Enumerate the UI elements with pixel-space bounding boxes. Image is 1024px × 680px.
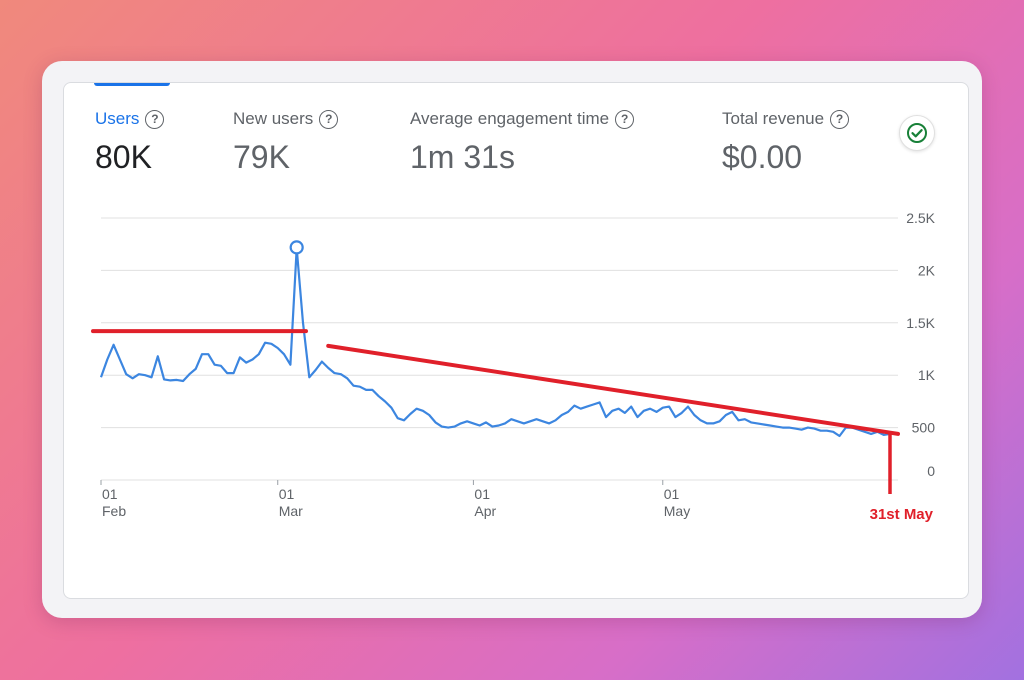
- question-circle-icon[interactable]: ?: [615, 109, 635, 129]
- metric-average-engagement-time[interactable]: Average engagement time ? 1m 31s: [410, 109, 635, 176]
- question-circle-icon[interactable]: ?: [830, 109, 850, 129]
- metric-label: Average engagement time: [410, 109, 610, 128]
- metric-label: New users: [233, 109, 314, 128]
- y-tick-label: 1K: [918, 367, 936, 383]
- metric-new-users[interactable]: New users ? 79K: [233, 109, 339, 176]
- metric-value: 79K: [233, 139, 290, 175]
- check-circle-icon[interactable]: [899, 115, 935, 151]
- x-tick-day: 01: [664, 486, 680, 502]
- y-tick-label: 0: [927, 463, 935, 479]
- metric-users[interactable]: Users ? 80K: [95, 109, 165, 176]
- y-tick-label: 1.5K: [906, 315, 935, 331]
- y-tick-label: 2.5K: [906, 210, 935, 226]
- question-circle-icon[interactable]: ?: [319, 109, 339, 129]
- x-tick-day: 01: [102, 486, 118, 502]
- series-line-users: [99, 247, 891, 438]
- metric-value: $0.00: [722, 139, 803, 175]
- question-circle-icon[interactable]: ?: [145, 109, 165, 129]
- y-tick-label: 2K: [918, 262, 936, 278]
- y-tick-label: 500: [912, 420, 936, 436]
- annotation-trend-line: [326, 343, 900, 436]
- metric-value: 80K: [95, 139, 152, 175]
- x-tick-month: Mar: [279, 503, 303, 519]
- active-tab-indicator: [94, 83, 170, 86]
- x-tick-day: 01: [279, 486, 295, 502]
- peak-point-marker: [289, 240, 304, 255]
- x-tick-day: 01: [474, 486, 490, 502]
- annotation-date-label: 31st May: [870, 506, 934, 523]
- metric-total-revenue[interactable]: Total revenue ? $0.00: [722, 109, 850, 176]
- metric-label: Users: [95, 109, 140, 128]
- analytics-card: Users ? 80K New users ? 79K Average enga…: [63, 82, 969, 599]
- metric-label: Total revenue: [722, 109, 825, 128]
- x-tick-month: Feb: [102, 503, 126, 519]
- x-tick-month: Apr: [474, 503, 496, 519]
- metric-value: 1m 31s: [410, 139, 515, 175]
- x-tick-month: May: [664, 503, 690, 519]
